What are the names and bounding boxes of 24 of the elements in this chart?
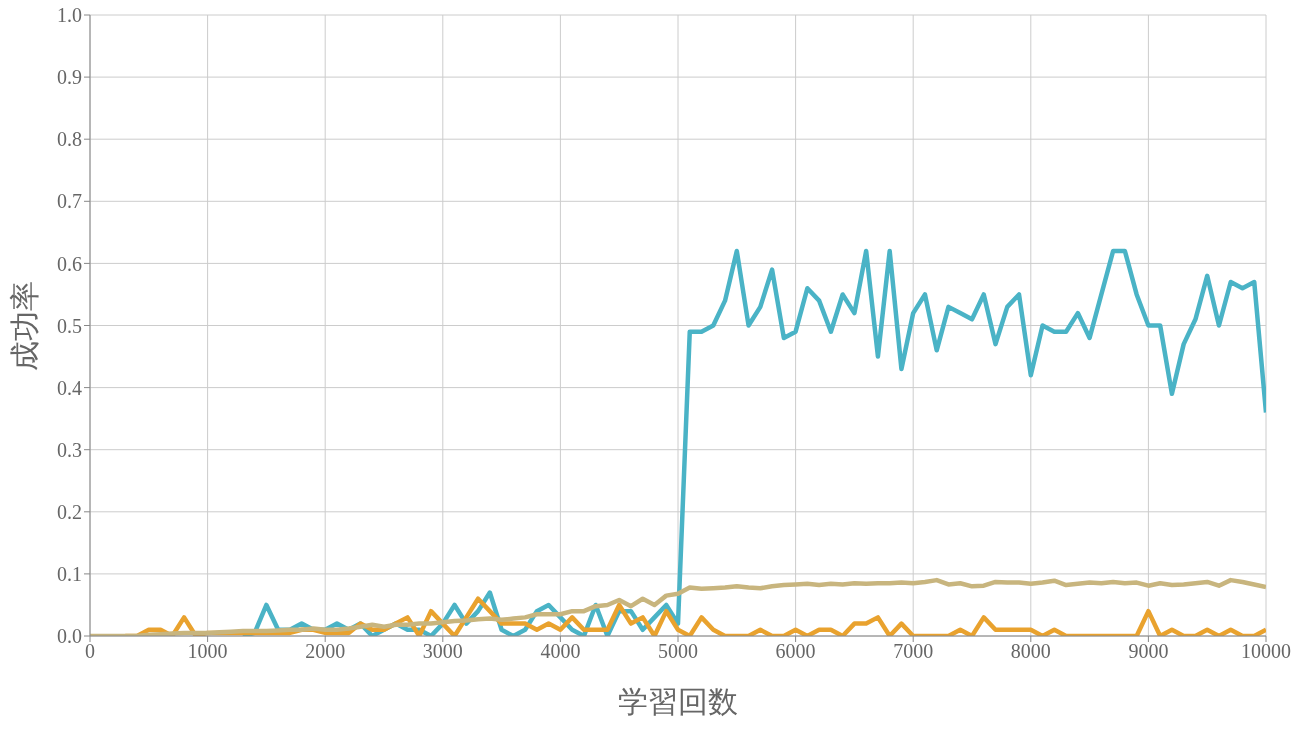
x-tick-label: 6000 <box>775 640 816 663</box>
x-tick-label: 2000 <box>305 640 346 663</box>
y-tick-label: 0.2 <box>57 500 82 523</box>
y-tick-label: 0.1 <box>57 563 82 585</box>
x-tick-label: 5000 <box>658 640 698 663</box>
y-tick-label: 0.7 <box>57 190 82 213</box>
y-tick-label: 0.4 <box>57 376 82 399</box>
y-tick-label: 0.9 <box>57 66 82 89</box>
y-axis-title: 成功率 <box>6 280 42 371</box>
x-tick-label: 1000 <box>187 640 228 663</box>
x-axis-title: 学習回数 <box>618 684 738 719</box>
x-tick-label: 9000 <box>1128 640 1169 663</box>
x-tick-label: 8000 <box>1010 640 1051 663</box>
y-tick-label: 0.5 <box>57 314 82 337</box>
y-tick-label: 0.0 <box>57 625 82 648</box>
y-tick-label: 1.0 <box>57 4 82 27</box>
x-tick-label: 4000 <box>540 640 581 663</box>
y-tick-label: 0.6 <box>57 252 82 275</box>
x-tick-label: 7000 <box>893 640 934 663</box>
x-tick-label: 3000 <box>422 640 463 663</box>
y-tick-label: 0.3 <box>57 438 82 461</box>
x-tick-label: 10000 <box>1241 640 1291 663</box>
x-tick-label: 0 <box>85 640 95 663</box>
y-tick-label: 0.8 <box>57 128 82 151</box>
